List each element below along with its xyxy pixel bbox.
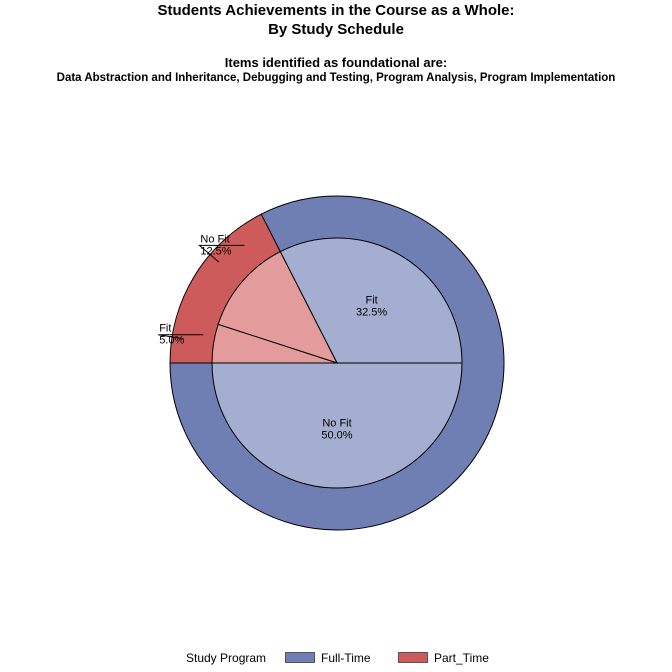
slice-label-part-time-no-fit: No Fit 12.5% — [200, 233, 231, 257]
foundational-items: Data Abstraction and Inheritance, Debugg… — [56, 72, 616, 84]
inner-slice-part-time-fit — [211, 323, 338, 364]
legend-label-full-time: Full-Time — [321, 651, 371, 665]
chart-subtitle: By Study Schedule — [268, 21, 404, 38]
chart-title-block: Students Achievements in the Course as a… — [0, 0, 672, 86]
inner-slice-full-time-fit — [279, 237, 463, 364]
slice-labels: No Fit 50.0% Fit 32.5% No Fit 12.5% Fit 5.0% — [158, 233, 387, 441]
legend: Study Program Full-Time Part_Time — [0, 650, 672, 666]
chart-title: Students Achievements in the Course as a… — [157, 2, 515, 19]
legend-swatch-part-time — [398, 652, 428, 663]
inner-ring — [211, 237, 463, 489]
slice-label-full-time-fit: Fit 32.5% — [356, 295, 387, 319]
slice-label-part-time-no-fit-leader — [198, 244, 245, 263]
slice-label-full-time-no-fit: No Fit 50.0% — [321, 417, 352, 441]
legend-swatch-full-time — [285, 652, 315, 663]
slice-label-part-time-fit: Fit 5.0% — [159, 323, 184, 347]
slice-label-part-time-fit-leader — [158, 334, 204, 340]
inner-slice-full-time-no-fit — [211, 362, 463, 489]
legend-label-part-time: Part_Time — [434, 651, 489, 665]
inner-slice-part-time-no-fit — [217, 250, 338, 364]
foundational-heading: Items identified as foundational are: — [224, 55, 448, 70]
legend-title: Study Program — [186, 651, 267, 665]
